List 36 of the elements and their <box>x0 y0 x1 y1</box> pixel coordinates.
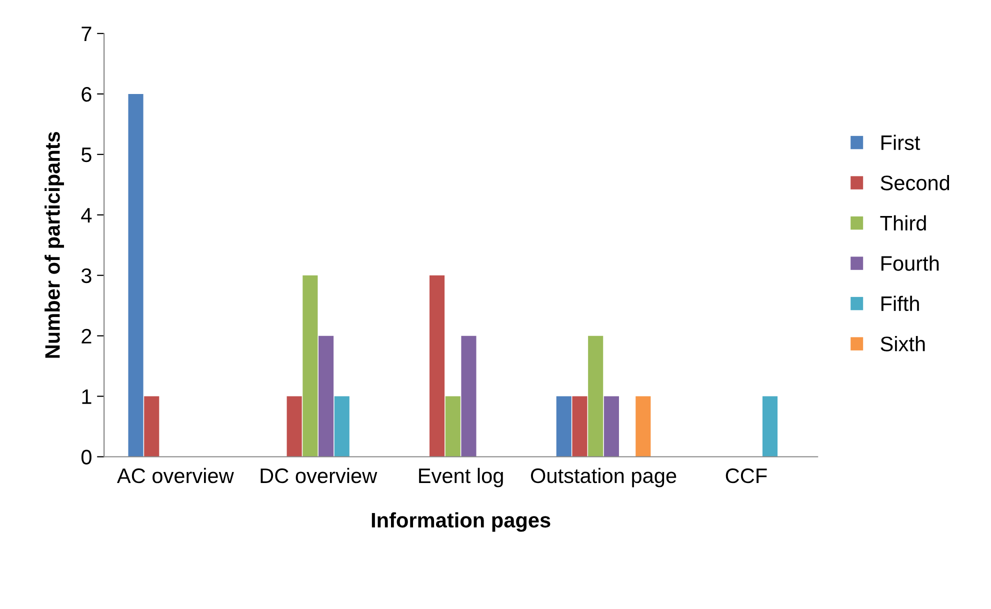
y-tick-label: 3 <box>81 268 92 284</box>
bar <box>318 336 334 457</box>
bar <box>604 396 619 457</box>
y-tick-label: 6 <box>82 86 92 102</box>
x-tick-label: Event log <box>419 468 503 488</box>
bar <box>286 396 302 457</box>
y-tick-label: 4 <box>81 208 92 222</box>
bar <box>556 396 572 457</box>
x-tick-label: DC overview <box>260 468 378 484</box>
y-tick-label: 0 <box>81 450 92 465</box>
bar <box>144 396 160 457</box>
x-tick-label: AC overview <box>116 468 234 484</box>
bar <box>762 396 778 457</box>
x-tick-label: Outstation page <box>530 468 676 488</box>
bar <box>430 275 445 457</box>
y-tick-label: 2 <box>82 328 92 344</box>
x-axis-title: Information pages <box>372 512 550 532</box>
y-axis-title: Number of participants <box>44 132 64 358</box>
bar <box>128 94 144 457</box>
y-tick-label: 7 <box>82 26 92 42</box>
bar <box>461 336 476 457</box>
y-tick-label: 5 <box>81 148 92 162</box>
legend-label: Third <box>880 215 926 231</box>
bar <box>588 336 604 457</box>
legend-label: Fifth <box>881 296 919 312</box>
legend-label: First <box>881 134 920 150</box>
legend-label: Second <box>880 175 950 190</box>
bar <box>445 396 460 457</box>
x-tick-label: CCF <box>726 468 767 484</box>
bar <box>302 275 318 457</box>
bar <box>636 396 651 457</box>
y-tick-label: 1 <box>82 390 92 404</box>
bar <box>572 396 588 457</box>
legend-label: Sixth <box>880 336 925 352</box>
legend-label: Fourth <box>881 256 939 271</box>
bar <box>334 396 350 457</box>
